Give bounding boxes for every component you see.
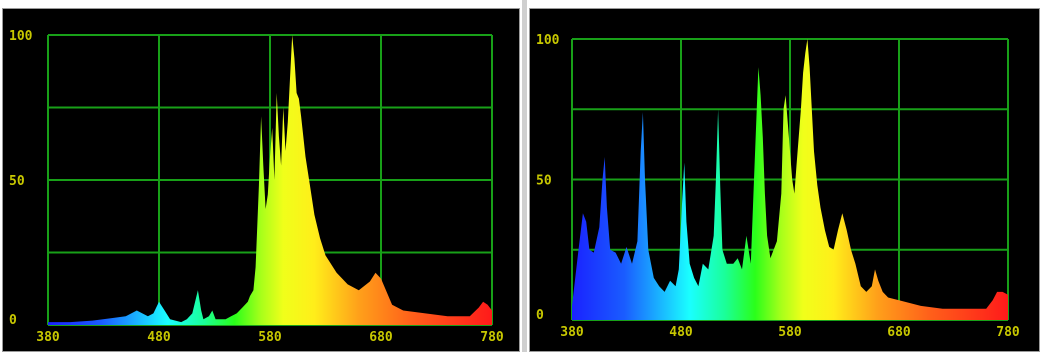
y-tick-label: 50 [536,174,552,189]
spectrum-area [572,39,1008,320]
x-tick-label: 580 [258,330,282,345]
x-tick-label: 380 [560,325,584,340]
y-tick-label: 0 [536,308,544,323]
x-tick-label: 580 [778,325,802,340]
x-tick-label: 680 [369,330,393,345]
x-tick-label: 480 [669,325,693,340]
x-tick-label: 680 [887,325,911,340]
y-tick-label: 0 [9,313,17,328]
x-tick-label: 480 [147,330,171,345]
spectrum-chart-left: 100 50 0 380 480 580 680 780 [2,8,520,352]
x-tick-label: 380 [36,330,60,345]
x-tick-label: 780 [480,330,504,345]
spectrum-chart-right: 100 50 0 380 480 580 680 780 [529,8,1040,352]
x-tick-label: 780 [996,325,1020,340]
y-tick-label: 50 [9,174,25,189]
y-tick-label: 100 [536,33,560,48]
spectrum-plot-left: 100 50 0 380 480 580 680 780 [9,29,504,345]
y-tick-label: 100 [9,29,33,44]
panel-divider [522,0,527,352]
spectrum-area [48,35,492,325]
spectrum-plot-right: 100 50 0 380 480 580 680 780 [536,33,1020,340]
